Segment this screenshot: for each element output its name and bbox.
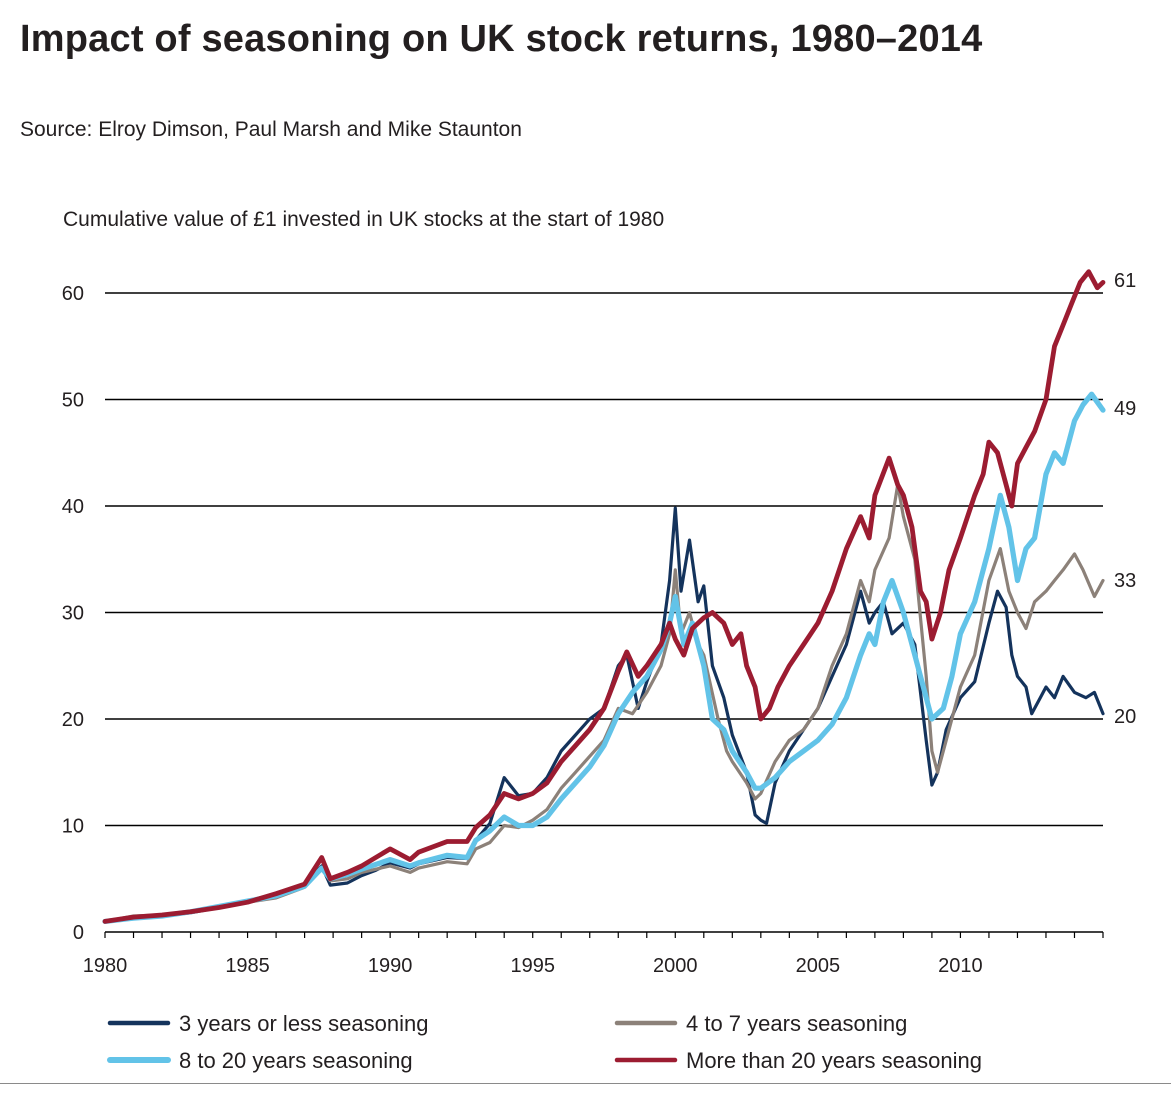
chart-title: Impact of seasoning on UK stock returns,…	[20, 18, 983, 60]
x-tick-label: 1985	[225, 955, 270, 977]
y-tick-label: 0	[73, 922, 84, 944]
end-labels: 61 49 33 20	[1114, 270, 1136, 728]
y-tick-label: 30	[62, 603, 84, 625]
end-label: 61	[1114, 270, 1136, 292]
chart-source: Source: Elroy Dimson, Paul Marsh and Mik…	[20, 118, 522, 141]
legend-label: 4 to 7 years seasoning	[686, 1011, 907, 1036]
x-tick-label: 1990	[368, 955, 413, 977]
end-label: 33	[1114, 570, 1136, 592]
end-label: 20	[1114, 706, 1136, 728]
y-tick-label: 60	[62, 283, 84, 305]
x-tick-label: 2000	[653, 955, 698, 977]
legend-label: 8 to 20 years seasoning	[179, 1048, 413, 1073]
y-tick-label: 20	[62, 709, 84, 731]
series-line-1	[103, 506, 1105, 923]
y-axis-tick-labels: 0 10 20 30 40 50 60	[62, 283, 84, 944]
bottom-divider	[0, 1083, 1171, 1084]
x-tick-label: 1980	[83, 955, 128, 977]
y-tick-label: 40	[62, 496, 84, 518]
chart-subtitle: Cumulative value of £1 invested in UK st…	[63, 208, 664, 231]
y-tick-label: 50	[62, 390, 84, 412]
legend-label: More than 20 years seasoning	[686, 1048, 982, 1073]
x-tick-label: 1995	[510, 955, 555, 977]
series-lines	[102, 269, 1106, 924]
y-tick-label: 10	[62, 816, 84, 838]
legend-label: 3 years or less seasoning	[179, 1011, 428, 1036]
x-tick-label: 2005	[796, 955, 841, 977]
legend: 3 years or less seasoning 4 to 7 years se…	[107, 1011, 982, 1073]
series-line-2	[103, 483, 1105, 923]
series-line-3	[102, 391, 1106, 924]
x-tick-label: 2010	[938, 955, 983, 977]
series-line-4	[102, 269, 1106, 924]
x-axis: 1980 1985 1990 1995 2000 2005 2010	[83, 931, 1104, 977]
end-label: 49	[1114, 398, 1136, 420]
grid-lines	[105, 292, 1103, 827]
